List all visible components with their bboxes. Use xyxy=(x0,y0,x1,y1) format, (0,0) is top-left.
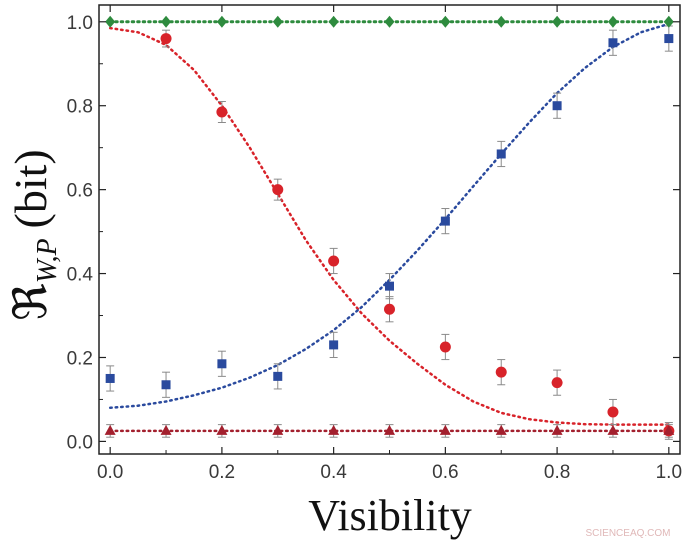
diamond-point xyxy=(105,15,116,28)
triangle-point xyxy=(384,424,395,435)
data-markers xyxy=(104,15,675,437)
plot-area xyxy=(98,4,681,455)
circle-point xyxy=(160,33,172,45)
error-bars xyxy=(106,25,673,440)
square-point xyxy=(440,216,450,226)
circle-point xyxy=(607,406,619,418)
y-tick-label: 1.0 xyxy=(67,13,93,34)
diamond-point xyxy=(384,15,395,28)
circle-point xyxy=(272,184,284,196)
circle-point xyxy=(384,303,395,315)
triangle-point xyxy=(607,424,619,435)
circle-point xyxy=(439,341,451,353)
y-tick-label: 0.0 xyxy=(67,432,93,453)
circle-point xyxy=(495,366,507,378)
square-fit-line xyxy=(108,22,671,410)
y-axis-unit: (bit) xyxy=(5,149,56,228)
diamond-point xyxy=(552,15,563,28)
triangle-point xyxy=(551,424,563,435)
diamond-point xyxy=(328,15,339,28)
circle-point xyxy=(551,377,563,389)
y-axis-title: ℜW,P (bit) xyxy=(5,149,63,321)
square-point xyxy=(664,34,674,44)
diamond-point xyxy=(607,15,618,28)
square-point xyxy=(385,281,394,291)
diamond-point xyxy=(161,15,172,28)
watermark: SCIENCEAQ.COM xyxy=(585,528,670,539)
triangle-point xyxy=(495,424,507,435)
triangle-point xyxy=(216,424,228,435)
square-point xyxy=(217,359,227,369)
plot-frame xyxy=(98,4,681,455)
triangle-point xyxy=(328,424,340,435)
square-point xyxy=(161,380,171,390)
y-tick-label: 0.4 xyxy=(67,265,94,286)
ticks xyxy=(99,5,680,454)
diamond-point xyxy=(496,15,507,28)
x-axis-title: Visibility xyxy=(308,491,472,540)
x-tick-label: 0.0 xyxy=(97,462,123,483)
square-point xyxy=(608,38,618,48)
x-tick-label: 0.8 xyxy=(544,462,570,483)
square-point xyxy=(273,371,283,381)
y-tick-label: 0.8 xyxy=(67,97,93,118)
y-tick-label: 0.6 xyxy=(67,181,93,202)
x-tick-label: 1.0 xyxy=(656,462,682,483)
square-point xyxy=(552,101,562,111)
square-point xyxy=(105,373,115,383)
y-axis-symbol: ℜ xyxy=(5,283,56,320)
x-tick-label: 0.2 xyxy=(209,462,235,483)
triangle-point xyxy=(663,424,675,435)
diamond-point xyxy=(216,15,227,28)
diamond-point xyxy=(440,15,451,28)
triangle-point xyxy=(104,424,116,435)
x-tick-label: 0.6 xyxy=(432,462,458,483)
svg-text:ℜW,P(bit): ℜW,P (bit) xyxy=(5,149,63,321)
y-tick-label: 0.2 xyxy=(67,348,93,369)
circle-point xyxy=(216,106,228,118)
square-point xyxy=(329,340,339,350)
diamond-point xyxy=(663,15,674,28)
y-axis-subscript: W,P xyxy=(32,238,63,283)
y-tick-labels: 0.0 0.2 0.4 0.6 0.8 1.0 xyxy=(67,13,94,454)
fit-lines xyxy=(108,20,671,433)
circle-point xyxy=(328,255,340,267)
triangle-point xyxy=(439,424,451,435)
x-tick-label: 0.4 xyxy=(320,462,347,483)
diamond-point xyxy=(272,15,283,28)
square-point xyxy=(496,149,506,159)
triangle-point xyxy=(272,424,284,435)
x-tick-labels: 0.0 0.2 0.4 0.6 0.8 1.0 xyxy=(97,462,682,483)
circle-fit-line xyxy=(108,26,671,426)
triangle-point xyxy=(160,424,172,435)
